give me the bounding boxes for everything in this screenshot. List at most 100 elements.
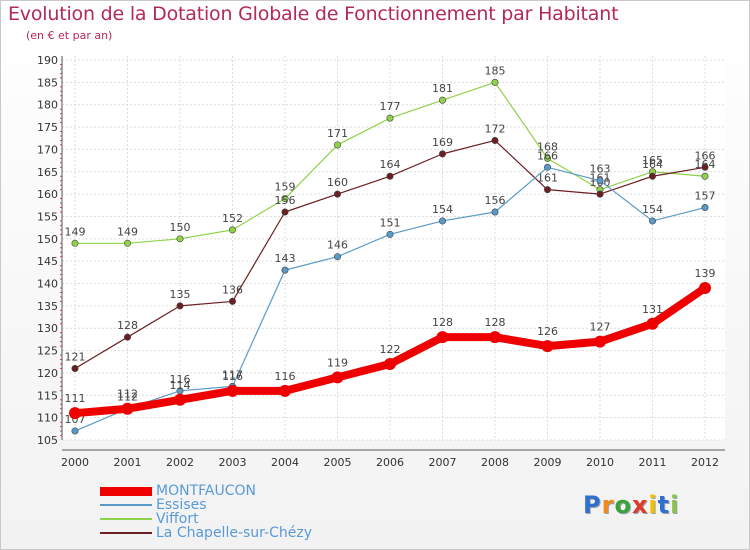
y-tick-label: 185	[37, 76, 58, 89]
data-label-la-chapelle-sur-ch-zy: 172	[485, 122, 506, 135]
y-tick-label: 110	[37, 412, 58, 425]
data-label-montfaucon: 126	[537, 325, 558, 338]
data-label-montfaucon: 131	[642, 303, 663, 316]
data-point-montfaucon	[646, 317, 659, 330]
data-label-essises: 116	[170, 373, 191, 386]
data-point-montfaucon	[331, 371, 344, 384]
y-tick-label: 160	[37, 188, 58, 201]
legend-swatch-viffort	[100, 518, 152, 520]
y-tick-label: 105	[37, 434, 58, 447]
data-label-essises: 117	[222, 368, 243, 381]
data-label-la-chapelle-sur-ch-zy: 164	[642, 158, 663, 171]
data-label-viffort: 149	[65, 225, 86, 238]
data-label-essises: 163	[590, 163, 611, 176]
data-point-montfaucon	[279, 384, 291, 397]
y-tick-label: 140	[37, 278, 58, 291]
data-label-la-chapelle-sur-ch-zy: 160	[327, 176, 348, 189]
logo-letter: o	[614, 491, 632, 519]
data-label-viffort: 152	[222, 212, 243, 225]
data-label-viffort: 159	[275, 181, 296, 194]
data-point-la-chapelle-sur-ch-zy	[176, 302, 184, 310]
data-label-la-chapelle-sur-ch-zy: 169	[432, 136, 453, 149]
chart-subtitle: (en € et par an)	[26, 29, 113, 42]
y-tick-label: 125	[37, 345, 58, 358]
legend-label-la-chapelle: La Chapelle-sur-Chézy	[156, 525, 312, 541]
data-point-essises	[543, 163, 551, 171]
logo-letter: x	[631, 491, 649, 519]
data-label-essises: 154	[642, 203, 663, 216]
data-label-viffort: 165	[642, 154, 663, 167]
data-label-montfaucon: 122	[380, 343, 401, 356]
data-label-essises: 112	[117, 391, 138, 404]
y-tick-label: 175	[37, 121, 58, 134]
data-label-montfaucon: 114	[170, 379, 191, 392]
data-point-la-chapelle-sur-ch-zy	[491, 136, 499, 144]
legend: MONTFAUCON Essises Viffort La Chapelle-s…	[100, 484, 312, 540]
data-point-montfaucon	[174, 393, 186, 406]
data-point-viffort	[386, 114, 394, 122]
x-tick-label: 2001	[114, 456, 142, 469]
data-point-essises	[596, 177, 604, 185]
plot-area	[62, 56, 725, 440]
legend-item-la-chapelle: La Chapelle-sur-Chézy	[100, 526, 312, 540]
data-point-la-chapelle-sur-ch-zy	[281, 208, 289, 216]
logo-letter: P	[583, 491, 602, 519]
data-point-la-chapelle-sur-ch-zy	[124, 333, 132, 341]
data-point-viffort	[543, 154, 551, 162]
data-label-viffort: 185	[485, 64, 506, 77]
data-point-essises	[491, 208, 499, 216]
data-point-la-chapelle-sur-ch-zy	[648, 172, 656, 180]
data-label-montfaucon: 116	[275, 370, 296, 383]
data-point-la-chapelle-sur-ch-zy	[333, 190, 341, 198]
y-tick-label: 190	[37, 54, 58, 67]
data-point-la-chapelle-sur-ch-zy	[438, 150, 446, 158]
data-label-essises: 151	[380, 216, 401, 229]
data-point-la-chapelle-sur-ch-zy	[543, 186, 551, 194]
data-label-la-chapelle-sur-ch-zy: 161	[537, 172, 558, 185]
data-label-essises: 166	[537, 149, 558, 162]
data-point-la-chapelle-sur-ch-zy	[71, 364, 79, 372]
legend-swatch-essises	[100, 504, 152, 506]
data-point-viffort	[229, 226, 237, 234]
logo-letter: i	[648, 491, 658, 519]
x-tick-label: 2006	[376, 456, 404, 469]
data-point-essises	[71, 427, 79, 435]
data-label-montfaucon: 112	[117, 388, 138, 401]
data-point-montfaucon	[121, 402, 134, 415]
data-label-la-chapelle-sur-ch-zy: 166	[695, 149, 716, 162]
y-tick-label: 155	[37, 210, 58, 223]
data-point-montfaucon	[384, 358, 396, 370]
data-label-viffort: 177	[380, 100, 401, 113]
data-label-viffort: 150	[170, 221, 191, 234]
data-label-essises: 156	[485, 194, 506, 207]
data-label-viffort: 181	[432, 82, 453, 95]
x-tick-label: 2000	[61, 456, 89, 469]
proxiti-logo: Proxiti	[583, 491, 679, 519]
y-tick-label: 120	[37, 367, 58, 380]
y-tick-label: 165	[37, 166, 58, 179]
x-tick-label: 2002	[166, 456, 194, 469]
data-point-essises	[701, 204, 709, 212]
data-label-montfaucon: 119	[327, 356, 348, 369]
logo-letter: i	[670, 491, 680, 519]
x-tick-label: 2010	[586, 456, 614, 469]
data-point-viffort	[281, 195, 289, 203]
data-point-essises	[333, 253, 341, 261]
data-point-montfaucon	[69, 407, 81, 420]
chart-title: Evolution de la Dotation Globale de Fonc…	[8, 3, 619, 25]
y-tick-label: 180	[37, 99, 58, 112]
data-label-la-chapelle-sur-ch-zy: 135	[170, 288, 191, 301]
legend-item-viffort: Viffort	[100, 512, 312, 526]
y-tick-label: 135	[37, 300, 58, 313]
data-label-montfaucon: 139	[695, 267, 716, 280]
x-tick-label: 2007	[429, 456, 457, 469]
data-point-la-chapelle-sur-ch-zy	[386, 172, 394, 180]
y-tick-label: 130	[37, 322, 58, 335]
data-point-essises	[281, 266, 289, 274]
data-point-montfaucon	[226, 384, 239, 397]
data-label-montfaucon: 127	[590, 321, 611, 334]
data-label-essises: 154	[432, 203, 453, 216]
data-point-la-chapelle-sur-ch-zy	[701, 163, 709, 171]
legend-label-essises: Essises	[156, 497, 207, 513]
